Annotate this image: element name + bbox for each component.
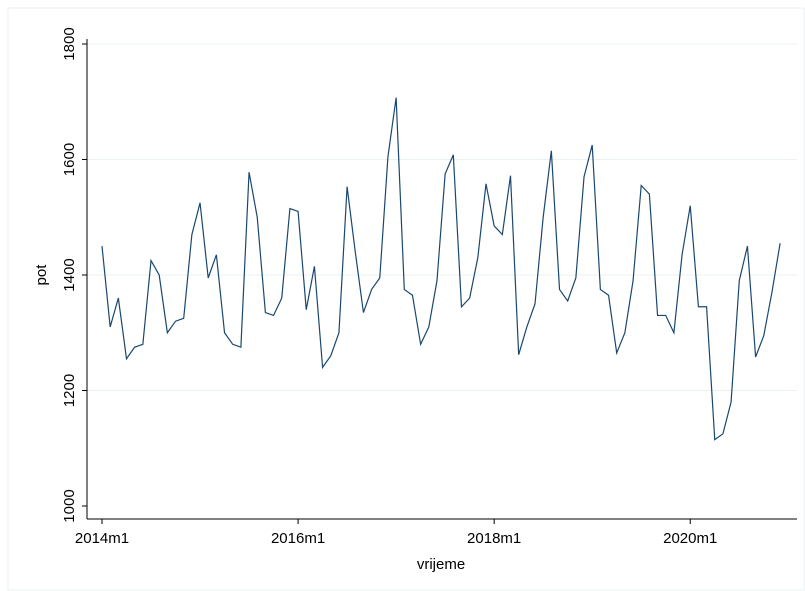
plot-frame xyxy=(7,7,805,591)
x-tick-label: 2018m1 xyxy=(467,530,521,547)
y-axis-title: pot xyxy=(33,264,50,286)
y-tick-label: 1400 xyxy=(61,258,78,291)
x-tick-label: 2014m1 xyxy=(75,530,129,547)
y-tick-label: 1600 xyxy=(61,143,78,176)
series-line xyxy=(101,97,781,441)
y-tick-label: 1200 xyxy=(61,374,78,407)
y-tick-label: 1800 xyxy=(61,27,78,60)
y-tick-label: 1000 xyxy=(61,489,78,522)
x-tick-label: 2016m1 xyxy=(271,530,325,547)
x-axis-title: vrijeme xyxy=(417,556,465,573)
x-tick-label: 2020m1 xyxy=(663,530,717,547)
